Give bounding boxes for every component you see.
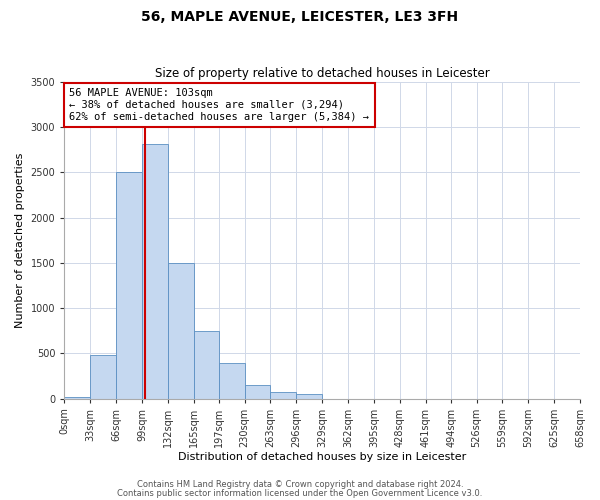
Text: Contains public sector information licensed under the Open Government Licence v3: Contains public sector information licen… [118, 488, 482, 498]
Bar [142, 144, 168, 398]
Y-axis label: Number of detached properties: Number of detached properties [15, 152, 25, 328]
Bar [64, 396, 90, 398]
X-axis label: Distribution of detached houses by size in Leicester: Distribution of detached houses by size … [178, 452, 466, 462]
Text: 56 MAPLE AVENUE: 103sqm
← 38% of detached houses are smaller (3,294)
62% of semi: 56 MAPLE AVENUE: 103sqm ← 38% of detache… [70, 88, 370, 122]
Text: Contains HM Land Registry data © Crown copyright and database right 2024.: Contains HM Land Registry data © Crown c… [137, 480, 463, 489]
Bar [194, 330, 219, 398]
Text: 56, MAPLE AVENUE, LEICESTER, LE3 3FH: 56, MAPLE AVENUE, LEICESTER, LE3 3FH [142, 10, 458, 24]
Title: Size of property relative to detached houses in Leicester: Size of property relative to detached ho… [155, 66, 490, 80]
Bar [219, 364, 245, 398]
Bar [90, 355, 116, 399]
Bar [271, 392, 296, 398]
Bar [296, 394, 322, 398]
Bar [116, 172, 142, 398]
Bar [168, 263, 194, 398]
Bar [245, 385, 271, 398]
